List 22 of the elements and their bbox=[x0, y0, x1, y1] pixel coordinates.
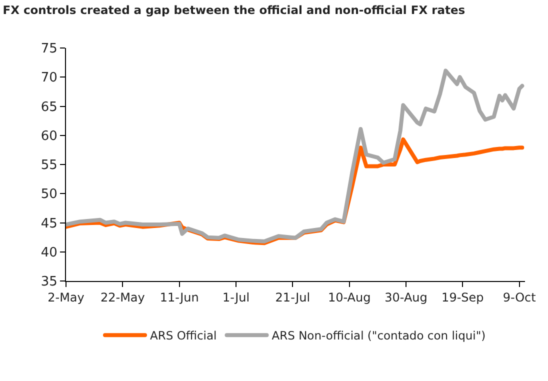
y-tick-label: 60 bbox=[40, 128, 58, 144]
x-tick-label: 19-Sep bbox=[442, 290, 484, 304]
chart-title: FX controls created a gap between the official and non-official FX rates bbox=[2, 2, 466, 17]
x-tick-label: 11-Jun bbox=[160, 290, 199, 304]
x-tick-label: 1-Jul bbox=[222, 290, 250, 304]
line-series bbox=[66, 68, 524, 244]
y-tick-label: 75 bbox=[40, 42, 58, 57]
y-tick-label: 65 bbox=[40, 100, 58, 115]
y-tick-label: 50 bbox=[40, 187, 58, 202]
legend-label: ARS Non-official ("contado con liqui") bbox=[272, 328, 486, 343]
x-tick-label: 2-May bbox=[48, 290, 84, 304]
x-tick-label: 9-Oct bbox=[502, 290, 536, 304]
x-tick-label: 30-Aug bbox=[384, 290, 428, 304]
x-tick-label: 22-May bbox=[100, 290, 145, 304]
legend-label: ARS Official bbox=[150, 328, 217, 343]
x-tick-label: 21-Jul bbox=[275, 290, 310, 304]
y-tick-label: 35 bbox=[40, 274, 58, 290]
y-tick-label: 45 bbox=[40, 216, 58, 232]
y-tick-label: 70 bbox=[40, 70, 58, 86]
y-tick-label: 40 bbox=[40, 245, 58, 260]
y-tick-label: 55 bbox=[40, 158, 58, 174]
x-tick-label: 10-Aug bbox=[328, 290, 371, 304]
